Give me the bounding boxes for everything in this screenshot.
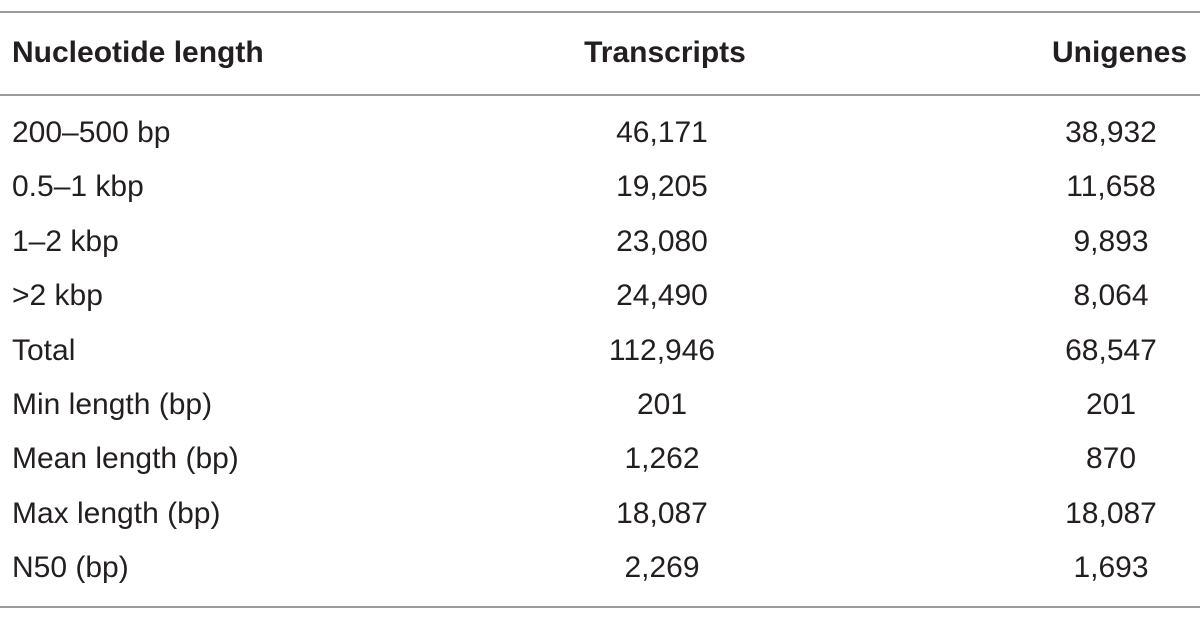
table-cell: 201 bbox=[636, 388, 688, 421]
table-cell: 19,205 bbox=[616, 170, 708, 204]
bottom-rule bbox=[0, 606, 1200, 608]
table-cell: 11,658 bbox=[1066, 170, 1156, 204]
table-cell: 24,490 bbox=[616, 279, 708, 313]
header-rule bbox=[0, 94, 1200, 96]
table-cell: 201 bbox=[1085, 388, 1137, 421]
table-cell: 38,932 bbox=[1065, 116, 1157, 149]
table-cell: 8,064 bbox=[1073, 279, 1149, 313]
row-label: Min length (bp) bbox=[12, 388, 213, 421]
table-cell: 18,087 bbox=[616, 496, 708, 530]
table-cell: 2,269 bbox=[624, 551, 700, 585]
table-cell: 68,547 bbox=[1065, 333, 1157, 367]
top-rule bbox=[0, 11, 1200, 13]
row-label: N50 (bp) bbox=[12, 551, 129, 585]
column-header: Unigenes bbox=[1051, 36, 1187, 69]
table-cell: 1,262 bbox=[624, 442, 700, 476]
table-cell: 870 bbox=[1085, 442, 1137, 476]
row-label: 1–2 kbp bbox=[12, 224, 119, 258]
table-cell: 23,080 bbox=[616, 224, 708, 258]
column-header: Nucleotide length bbox=[12, 36, 264, 69]
table-cell: 1,693 bbox=[1073, 551, 1149, 585]
row-label: >2 kbp bbox=[12, 279, 103, 313]
row-label: 200–500 bp bbox=[12, 116, 171, 149]
row-label: Max length (bp) bbox=[12, 496, 221, 530]
row-label: Mean length (bp) bbox=[12, 442, 239, 476]
table-cell: 46,171 bbox=[616, 116, 708, 149]
column-header: Transcripts bbox=[584, 36, 746, 69]
table-cell: 18,087 bbox=[1065, 496, 1157, 530]
table-cell: 9,893 bbox=[1073, 224, 1149, 258]
row-label: 0.5–1 kbp bbox=[12, 170, 144, 204]
table-cell: 112,946 bbox=[608, 333, 716, 367]
row-label: Total bbox=[12, 333, 76, 367]
